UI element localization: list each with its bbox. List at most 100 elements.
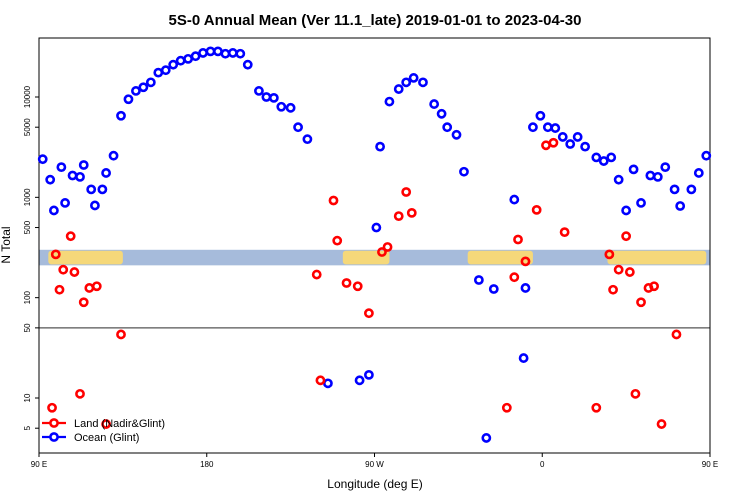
- data-point: [75, 171, 85, 182]
- y-axis: 5 10 50 100 500 1000 5000 10000: [23, 85, 39, 430]
- data-point: [190, 51, 201, 62]
- data-point: [65, 231, 76, 242]
- data-points: [37, 46, 712, 443]
- data-point: [418, 77, 428, 88]
- data-point: [123, 94, 134, 105]
- data-point: [541, 140, 551, 151]
- data-point: [509, 272, 520, 283]
- x-tick-label: 0: [540, 460, 545, 469]
- y-tick-label: 10000: [23, 85, 32, 108]
- data-point: [518, 353, 529, 363]
- data-point: [377, 247, 387, 257]
- data-point: [580, 141, 591, 152]
- data-point: [235, 48, 246, 59]
- data-point: [473, 275, 484, 285]
- data-point: [559, 227, 570, 238]
- series-ocean-glint-: [37, 46, 712, 443]
- data-point: [429, 99, 440, 109]
- legend-label: Land (Nadir&Glint): [74, 418, 165, 430]
- data-point: [481, 433, 492, 443]
- data-point: [649, 281, 659, 292]
- data-point: [520, 256, 531, 267]
- y-tick-label: 500: [23, 220, 32, 234]
- data-point: [145, 77, 156, 88]
- y-tick-label: 5000: [23, 118, 32, 136]
- legend-marker: [49, 432, 59, 442]
- data-point: [45, 174, 56, 185]
- data-point: [393, 84, 404, 94]
- data-point: [701, 150, 712, 161]
- data-point: [227, 48, 238, 58]
- latitude-band: [39, 249, 710, 266]
- y-tick-label: 5: [23, 425, 32, 430]
- data-point: [60, 198, 70, 208]
- data-point: [175, 55, 186, 66]
- data-point: [78, 160, 89, 170]
- data-point: [436, 108, 447, 119]
- data-point: [101, 419, 111, 429]
- data-point: [382, 242, 393, 252]
- data-point: [509, 194, 520, 205]
- land-region-1: [342, 250, 390, 265]
- data-point: [459, 166, 469, 177]
- data-point: [488, 284, 499, 294]
- data-point: [628, 164, 639, 175]
- data-point: [604, 249, 615, 260]
- data-point: [153, 67, 164, 78]
- data-point: [656, 419, 667, 429]
- legend: Land (Nadir&Glint) Ocean (Glint): [42, 418, 165, 444]
- y-tick-label: 1000: [23, 188, 32, 206]
- land-region-0: [48, 250, 123, 265]
- data-point: [531, 204, 542, 215]
- data-point: [268, 92, 279, 103]
- data-point: [364, 308, 374, 319]
- data-point: [652, 171, 663, 182]
- chart-title: 5S-0 Annual Mean (Ver 11.1_late) 2019-01…: [169, 12, 582, 29]
- data-point: [693, 168, 704, 178]
- data-point: [501, 402, 512, 413]
- data-point: [636, 198, 646, 208]
- data-point: [591, 152, 602, 163]
- y-axis-label: N Total: [0, 226, 13, 263]
- data-point: [75, 388, 85, 399]
- data-point: [613, 174, 624, 185]
- data-point: [328, 195, 339, 206]
- data-point: [401, 77, 412, 88]
- data-point: [341, 278, 352, 288]
- data-point: [242, 59, 253, 70]
- data-point: [686, 184, 697, 195]
- data-point: [548, 137, 559, 148]
- data-point: [276, 101, 287, 112]
- data-point: [160, 65, 171, 76]
- data-point: [624, 267, 635, 277]
- data-point: [108, 150, 119, 161]
- data-point: [198, 48, 208, 58]
- data-point: [598, 156, 609, 166]
- series-land-nadir-glint-: [47, 137, 682, 429]
- data-point: [621, 205, 632, 216]
- data-point: [364, 369, 374, 380]
- data-point: [384, 96, 395, 107]
- data-point: [408, 73, 419, 83]
- data-point: [78, 297, 89, 308]
- data-point: [621, 231, 632, 242]
- legend-label: Ocean (Glint): [74, 432, 139, 444]
- data-point: [354, 375, 365, 386]
- data-point: [323, 378, 333, 389]
- data-point: [90, 200, 100, 211]
- data-point: [220, 48, 231, 59]
- data-point: [442, 122, 453, 133]
- data-point: [557, 132, 568, 142]
- data-point: [116, 110, 126, 121]
- data-point: [393, 211, 404, 222]
- data-point: [168, 59, 179, 70]
- data-point: [47, 402, 57, 413]
- data-point: [67, 170, 78, 181]
- data-point: [50, 249, 61, 260]
- data-point: [261, 92, 272, 102]
- data-point: [645, 170, 656, 181]
- data-point: [542, 122, 553, 133]
- data-point: [56, 162, 67, 173]
- data-point: [675, 201, 686, 211]
